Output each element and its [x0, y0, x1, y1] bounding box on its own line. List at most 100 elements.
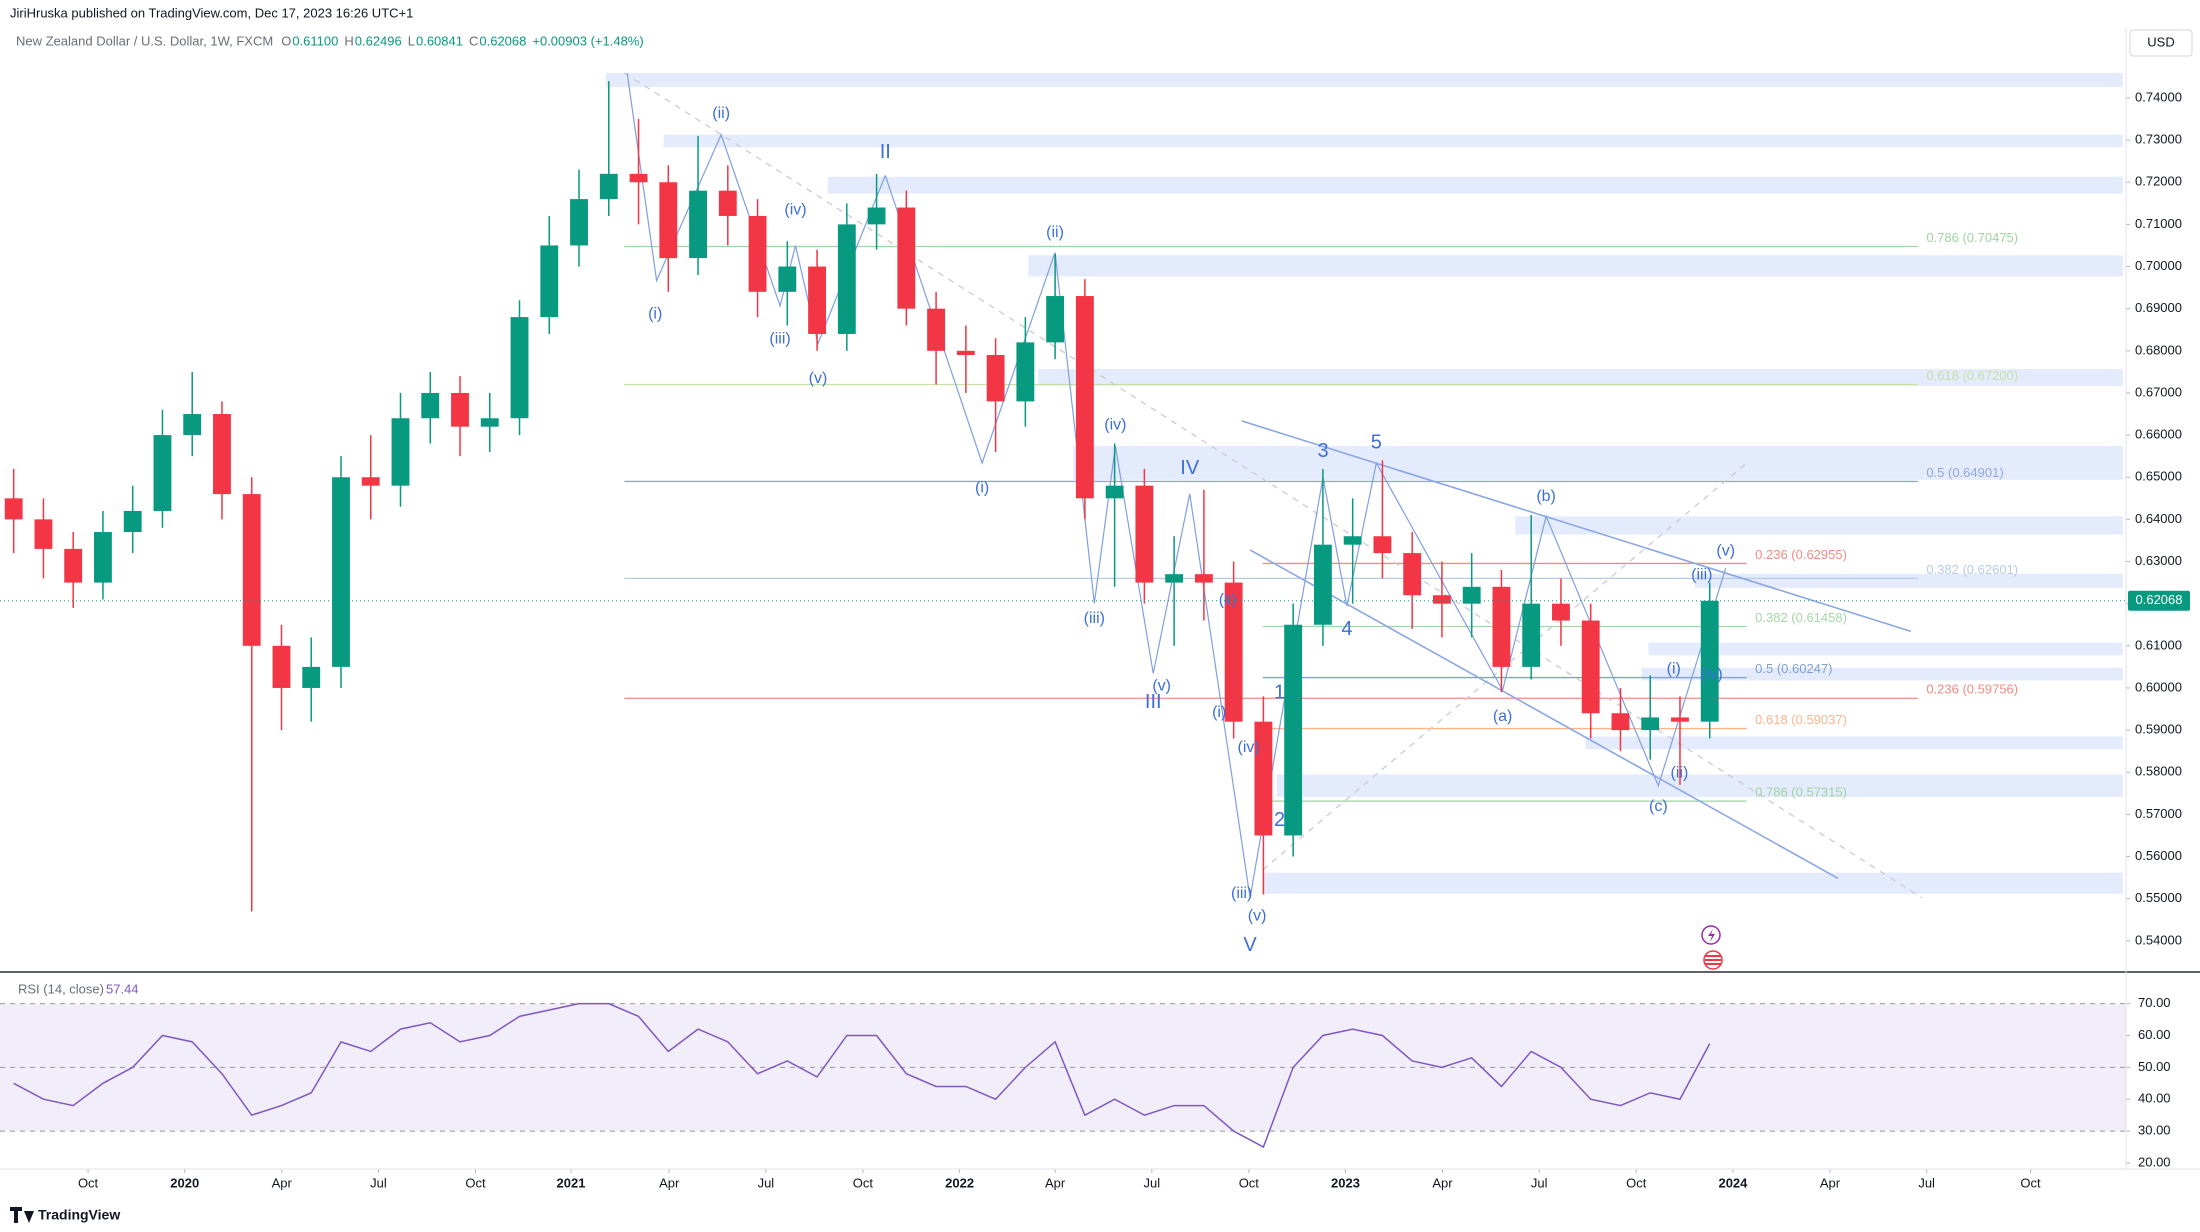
zone: [1073, 446, 2123, 480]
candle-body: [689, 190, 707, 259]
candle-body: [1373, 536, 1392, 554]
y-tick-label: 0.61000: [2135, 637, 2182, 652]
candle-body: [1671, 717, 1689, 722]
y-tick-label: 0.63000: [2135, 553, 2182, 568]
wave-label: 3: [1317, 440, 1328, 462]
wave-label: 1: [1274, 681, 1285, 703]
candle-body: [1611, 713, 1630, 731]
wave-label: III: [1145, 691, 1162, 713]
x-tick-label: 2023: [1331, 1175, 1360, 1190]
candle-body: [94, 532, 112, 583]
wave-label: (iv): [1104, 416, 1126, 433]
y-tick-label: 0.74000: [2135, 89, 2182, 104]
last-price-tag: [2128, 590, 2190, 611]
candle-body: [183, 414, 202, 436]
y-tick-label: 0.54000: [2135, 932, 2182, 947]
x-tick-label: Oct: [853, 1175, 874, 1190]
ohlc-value: 0.60841: [416, 33, 463, 48]
candle-body: [1284, 624, 1303, 836]
candle-body: [1700, 600, 1719, 722]
y-tick-label: 0.68000: [2135, 342, 2182, 357]
candle-body: [1403, 553, 1422, 596]
zone: [1515, 516, 2123, 535]
wave-label: (v): [1716, 543, 1735, 560]
wave-label: (ii): [1046, 224, 1064, 241]
candle-body: [956, 350, 975, 356]
ohlc-key: C: [469, 33, 478, 48]
candle-body: [242, 494, 261, 646]
channel-line: [1249, 549, 1839, 879]
zones: [606, 72, 2123, 894]
wave-label: (iii): [769, 331, 790, 348]
candle-body: [1194, 574, 1213, 583]
candle-body: [1581, 620, 1600, 714]
y-tick-label: 0.64000: [2135, 511, 2182, 526]
wave-label: (a): [1493, 708, 1513, 725]
x-tick-label: Jul: [1918, 1175, 1935, 1190]
wave-label: (iii): [1691, 566, 1712, 583]
fib-label: 0.5 (0.64901): [1926, 465, 2003, 480]
x-tick-label: Apr: [659, 1175, 680, 1190]
y-tick-label: 0.70000: [2135, 258, 2182, 273]
wave-line: [626, 72, 886, 346]
wave-label: (ii): [1671, 764, 1689, 781]
fib-label: 0.236 (0.62955): [1755, 547, 1847, 562]
y-tick-label: 0.71000: [2135, 216, 2182, 231]
candle-body: [1046, 296, 1065, 343]
fib-label: 0.5 (0.60247): [1755, 661, 1832, 676]
wave-label: (i): [975, 479, 989, 496]
candle-body: [927, 308, 946, 351]
zone: [1648, 642, 2123, 656]
candle-body: [1016, 342, 1035, 402]
wave-line: [884, 175, 1251, 899]
x-tick-label: Apr: [1820, 1175, 1841, 1190]
candle-body: [1254, 721, 1273, 836]
y-tick-label: 0.69000: [2135, 300, 2182, 315]
candle-body: [986, 355, 1005, 402]
zone: [1276, 774, 2123, 797]
candle-body: [659, 182, 678, 259]
event-glyph: [1708, 929, 1715, 942]
zone: [1028, 255, 2123, 277]
candle-body: [1343, 536, 1362, 545]
x-tick-label: Apr: [1432, 1175, 1453, 1190]
candle-body: [808, 266, 826, 334]
channel-line: [1241, 420, 1912, 633]
wave-label: (iv): [784, 202, 806, 219]
candle-body: [599, 173, 618, 200]
zone: [1694, 573, 2123, 588]
zone: [827, 176, 2123, 194]
currency[interactable]: USD: [2147, 34, 2174, 49]
publisher: JiriHruska published on TradingView.com,…: [10, 5, 413, 20]
fib-label: 0.382 (0.61458): [1755, 610, 1847, 625]
y-tick-label: 0.55000: [2135, 890, 2182, 905]
candle-body: [540, 245, 559, 318]
candle-body: [1313, 544, 1332, 625]
wave-label: (iv): [1701, 666, 1723, 683]
x-tick-label: Oct: [78, 1175, 99, 1190]
candle-body: [421, 392, 440, 419]
wave-label: (iii): [1231, 885, 1252, 902]
candle-body: [1641, 717, 1660, 731]
y-tick-label: 0.56000: [2135, 848, 2182, 863]
y-tick-label: 0.59000: [2135, 722, 2182, 737]
zone: [663, 134, 2123, 148]
rsi-tick-label: 50.00: [2138, 1059, 2171, 1074]
wave-label: 2: [1274, 809, 1285, 831]
candle-body: [1492, 586, 1511, 667]
candle-body: [34, 519, 53, 549]
ohlc-key: O: [281, 33, 291, 48]
last-price-label: 0.62068: [2136, 592, 2183, 607]
event-icons: [1701, 925, 1723, 970]
candle-body: [391, 418, 410, 486]
wave-label: 4: [1341, 618, 1352, 640]
chart-layer: 0.54000 0.55000 0.56000 0.57000 0.58000 0.590…: [0, 72, 2190, 1190]
wave-line: [1249, 461, 1727, 899]
candle-body: [64, 548, 83, 583]
rsi-tick-label: 70.00: [2138, 995, 2171, 1010]
zone: [1585, 736, 2123, 750]
wave-label: 5: [1371, 432, 1382, 454]
x-tick-label: Jul: [370, 1175, 387, 1190]
currency-box[interactable]: [2129, 29, 2193, 57]
